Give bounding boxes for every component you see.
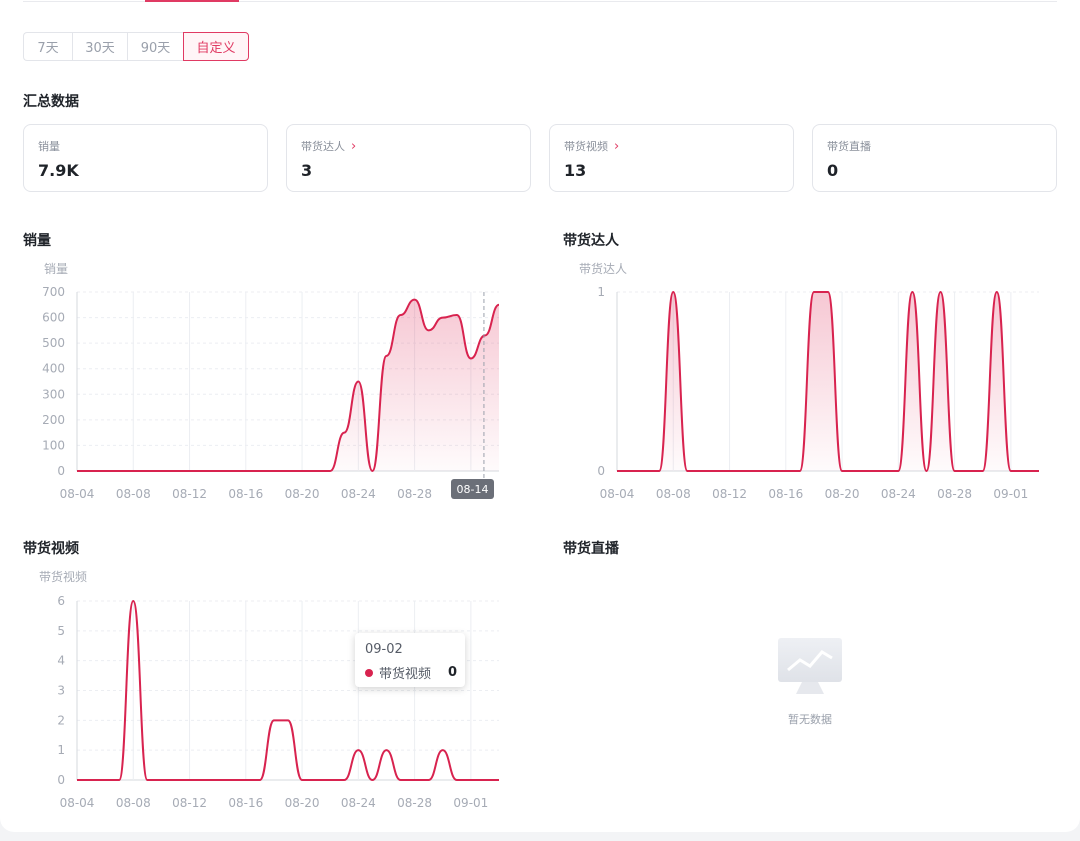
chevron-right-icon[interactable]: › [614, 138, 620, 154]
y-axis-label: 带货达人 [579, 261, 627, 276]
x-tick-label: 08-12 [172, 796, 207, 810]
tab-bar-divider [23, 1, 1057, 2]
stat-card-influencers[interactable]: 带货达人 › 3 [286, 124, 531, 192]
stat-label: 带货达人 › [301, 138, 356, 154]
axis-pointer-label: 08-14 [451, 479, 494, 499]
x-tick-label: 08-12 [712, 487, 747, 501]
stat-value: 0 [827, 161, 839, 180]
x-tick-label: 08-04 [60, 487, 95, 501]
chart-tooltip: 09-02 带货视频 0 [355, 633, 465, 687]
x-tick-label: 08-16 [228, 796, 263, 810]
x-tick-label: 08-04 [60, 796, 95, 810]
series-line [77, 599, 499, 782]
stat-value: 13 [564, 161, 587, 180]
y-tick-label: 3 [57, 684, 65, 698]
range-90-days-button[interactable]: 90天 [127, 32, 184, 61]
tooltip-series-name: 带货视频 [379, 667, 432, 682]
stat-card-live: 带货直播 0 [812, 124, 1057, 192]
tooltip-row: 带货视频 0 [365, 663, 457, 682]
stat-label-text: 带货视频 [564, 140, 608, 153]
y-tick-label: 5 [57, 624, 65, 638]
videos-chart[interactable]: 0 1 2 3 4 5 6 08-04 08-08 08-12 08-16 08-20 08-24 08-… [0, 0, 540, 830]
sales-chart-title: 销量 [23, 233, 51, 249]
tooltip-date: 09-02 [365, 642, 403, 657]
series-dot-icon [365, 668, 373, 677]
range-7-days-button[interactable]: 7天 [23, 32, 72, 61]
y-tick-label: 200 [42, 413, 65, 427]
influencers-chart[interactable]: 0 1 08-04 08-08 08-12 08-16 08-20 08-24 08-28 09-… [540, 0, 1080, 520]
x-tick-label: 08-08 [116, 796, 151, 810]
x-tick-label: 08-20 [825, 487, 860, 501]
y-tick-label: 0 [597, 464, 605, 478]
series-line [617, 290, 1039, 473]
stat-label: 带货视频 › [564, 138, 619, 154]
videos-chart-svg: 0 1 2 3 4 5 6 08-04 08-08 08-12 08-16 08-20 08-24 08-… [39, 569, 499, 810]
stat-card-sales: 销量 7.9K [23, 124, 268, 192]
date-range-selector: 7天 30天 90天 自定义 [23, 32, 249, 61]
y-tick-label: 500 [42, 336, 65, 350]
series-area [77, 299, 499, 471]
y-axis-label: 带货视频 [39, 569, 87, 584]
videos-chart-title: 带货视频 [23, 541, 79, 557]
y-tick-label: 400 [42, 362, 65, 376]
live-empty-state: 暂无数据 [778, 638, 842, 728]
summary-title: 汇总数据 [23, 94, 79, 110]
y-tick-label: 6 [57, 594, 65, 608]
y-tick-label: 700 [42, 285, 65, 299]
series-area [617, 292, 1039, 471]
y-tick-label: 0 [57, 464, 65, 478]
range-30-days-button[interactable]: 30天 [72, 32, 127, 61]
live-chart-title: 带货直播 [563, 541, 619, 557]
y-tick-label: 300 [42, 387, 65, 401]
x-tick-label: 08-20 [285, 487, 320, 501]
y-tick-label: 100 [42, 438, 65, 452]
stat-label: 带货直播 [827, 138, 871, 154]
stat-label-text: 带货达人 [301, 140, 345, 153]
stat-label-text: 带货直播 [827, 140, 871, 153]
stat-value: 3 [301, 161, 313, 180]
stat-label: 销量 [38, 138, 60, 154]
active-tab-indicator [145, 0, 239, 2]
stat-label-text: 销量 [38, 140, 60, 153]
stat-card-videos[interactable]: 带货视频 › 13 [549, 124, 794, 192]
x-tick-label: 08-12 [172, 487, 207, 501]
tooltip-value: 0 [447, 665, 457, 680]
y-tick-label: 600 [42, 311, 65, 325]
x-tick-label: 08-28 [397, 487, 432, 501]
x-tick-label: 08-24 [341, 487, 376, 501]
x-tick-label: 08-16 [768, 487, 803, 501]
x-tick-label: 08-04 [600, 487, 635, 501]
x-tick-label: 09-01 [453, 796, 488, 810]
x-tick-label: 08-08 [656, 487, 691, 501]
x-tick-label: 09-01 [993, 487, 1028, 501]
x-tick-label: 08-24 [341, 796, 376, 810]
x-tick-label: 08-28 [397, 796, 432, 810]
y-tick-label: 0 [57, 773, 65, 787]
stat-value: 7.9K [38, 161, 79, 180]
influencers-chart-title: 带货达人 [563, 233, 619, 249]
y-tick-label: 2 [57, 713, 65, 727]
y-axis-label: 销量 [44, 262, 68, 276]
empty-chart-icon [778, 638, 842, 694]
x-tick-label: 08-28 [937, 487, 972, 501]
x-tick-label: 08-16 [228, 487, 263, 501]
range-custom-button[interactable]: 自定义 [183, 32, 249, 61]
series-line [77, 298, 500, 473]
y-tick-label: 1 [57, 743, 65, 757]
y-tick-label: 1 [597, 285, 605, 299]
x-tick-label: 08-08 [116, 487, 151, 501]
empty-state-text: 暂无数据 [788, 713, 832, 726]
influencers-chart-svg: 0 1 08-04 08-08 08-12 08-16 08-20 08-24 08-28 09-… [579, 261, 1039, 501]
y-tick-label: 4 [57, 654, 65, 668]
chevron-right-icon[interactable]: › [351, 138, 357, 154]
x-tick-label: 08-24 [881, 487, 916, 501]
x-tick-label: 08-20 [285, 796, 320, 810]
